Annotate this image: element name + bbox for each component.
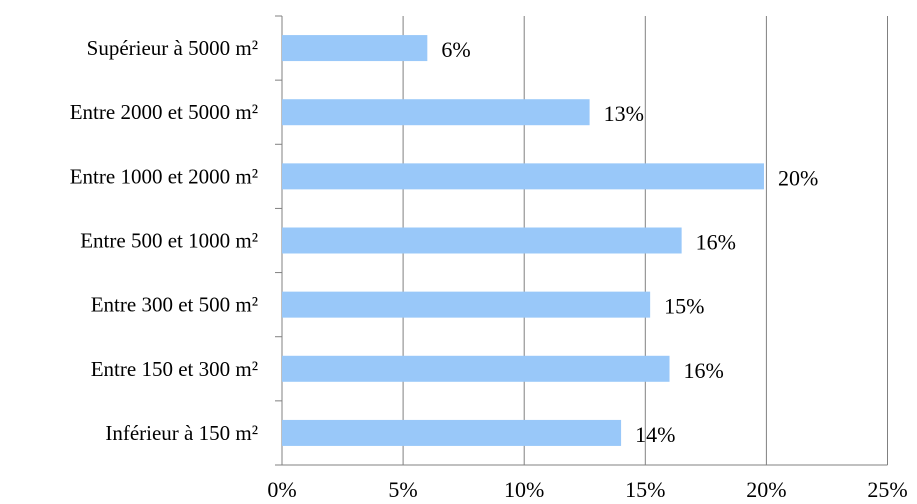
x-tick-label: 10% <box>504 477 544 502</box>
bar <box>282 227 682 254</box>
bar <box>282 355 670 382</box>
x-tick-label: 5% <box>388 477 417 502</box>
category-label: Entre 500 et 1000 m² <box>80 229 258 253</box>
bar <box>282 99 590 126</box>
data-label: 15% <box>664 294 704 319</box>
category-label: Entre 1000 et 2000 m² <box>70 164 258 188</box>
category-label: Entre 300 et 500 m² <box>91 293 258 317</box>
bar <box>282 291 651 318</box>
category-label: Supérieur à 5000 m² <box>87 36 258 60</box>
category-label: Inférieur à 150 m² <box>105 421 258 445</box>
data-label: 16% <box>696 230 736 255</box>
data-label: 20% <box>778 165 818 190</box>
x-tick-label: 15% <box>625 477 665 502</box>
bar <box>282 419 622 446</box>
data-label: 14% <box>635 422 675 447</box>
data-label: 16% <box>684 358 724 383</box>
bar <box>282 163 764 190</box>
x-tick-label: 25% <box>867 477 907 502</box>
category-label: Entre 2000 et 5000 m² <box>70 100 258 124</box>
data-label: 13% <box>604 101 644 126</box>
data-label: 6% <box>441 37 470 62</box>
bar <box>282 35 428 62</box>
category-label: Entre 150 et 300 m² <box>91 357 258 381</box>
x-tick-label: 0% <box>267 477 296 502</box>
x-tick-label: 20% <box>746 477 786 502</box>
